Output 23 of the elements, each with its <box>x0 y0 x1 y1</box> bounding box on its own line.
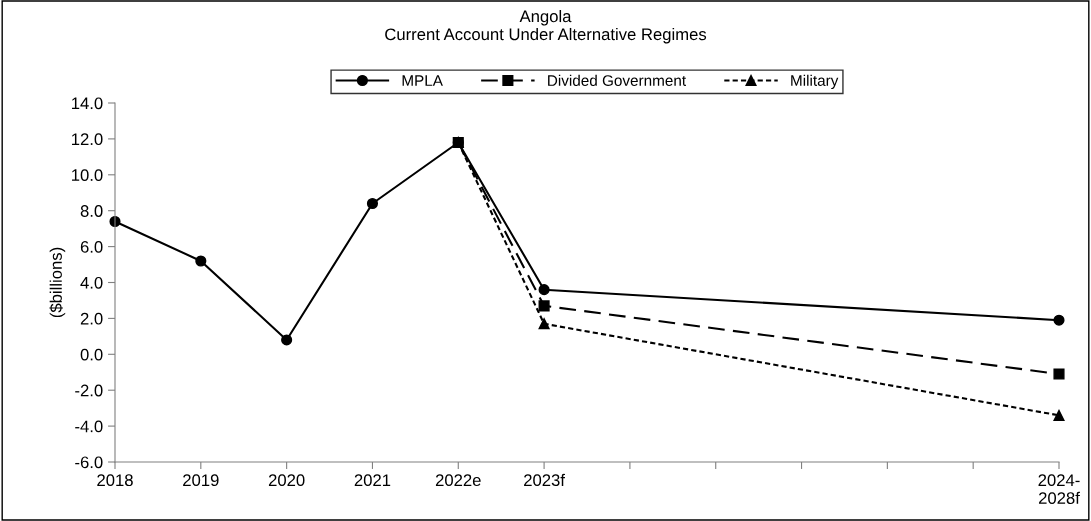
y-tick-label: 4.0 <box>80 276 103 289</box>
legend-label: MPLA <box>402 75 443 86</box>
y-tick-label: -2.0 <box>75 384 103 397</box>
y-tick-label: 0.0 <box>80 348 103 361</box>
y-tick-label: -6.0 <box>75 456 103 469</box>
y-tick-label: -4.0 <box>75 420 103 433</box>
x-tick-label: 2019 <box>183 474 219 487</box>
legend-label: Military <box>791 74 839 89</box>
y-tick-label: 12.0 <box>72 133 103 146</box>
y-tick-label: 10.0 <box>72 169 103 181</box>
chart-title: Angola Current Account Under Alternative Regimes <box>385 10 707 44</box>
y-axis-title: ($billions) <box>49 247 66 318</box>
y-tick-label: 2.0 <box>80 312 103 325</box>
y-tick-label: 8.0 <box>80 205 103 217</box>
x-tick-label: 2024- 2028f <box>1038 474 1080 504</box>
x-tick-label: 2022e <box>435 474 481 487</box>
y-tick-label: 6.0 <box>80 241 103 253</box>
y-tick-label: 14.0 <box>72 97 103 110</box>
x-tick-label: 2021 <box>354 474 391 487</box>
legend-label: Divided Government <box>548 74 686 86</box>
x-tick-label: 2023f <box>524 473 565 487</box>
x-tick-label: 2020 <box>268 474 305 487</box>
x-tick-label: 2018 <box>97 474 133 487</box>
